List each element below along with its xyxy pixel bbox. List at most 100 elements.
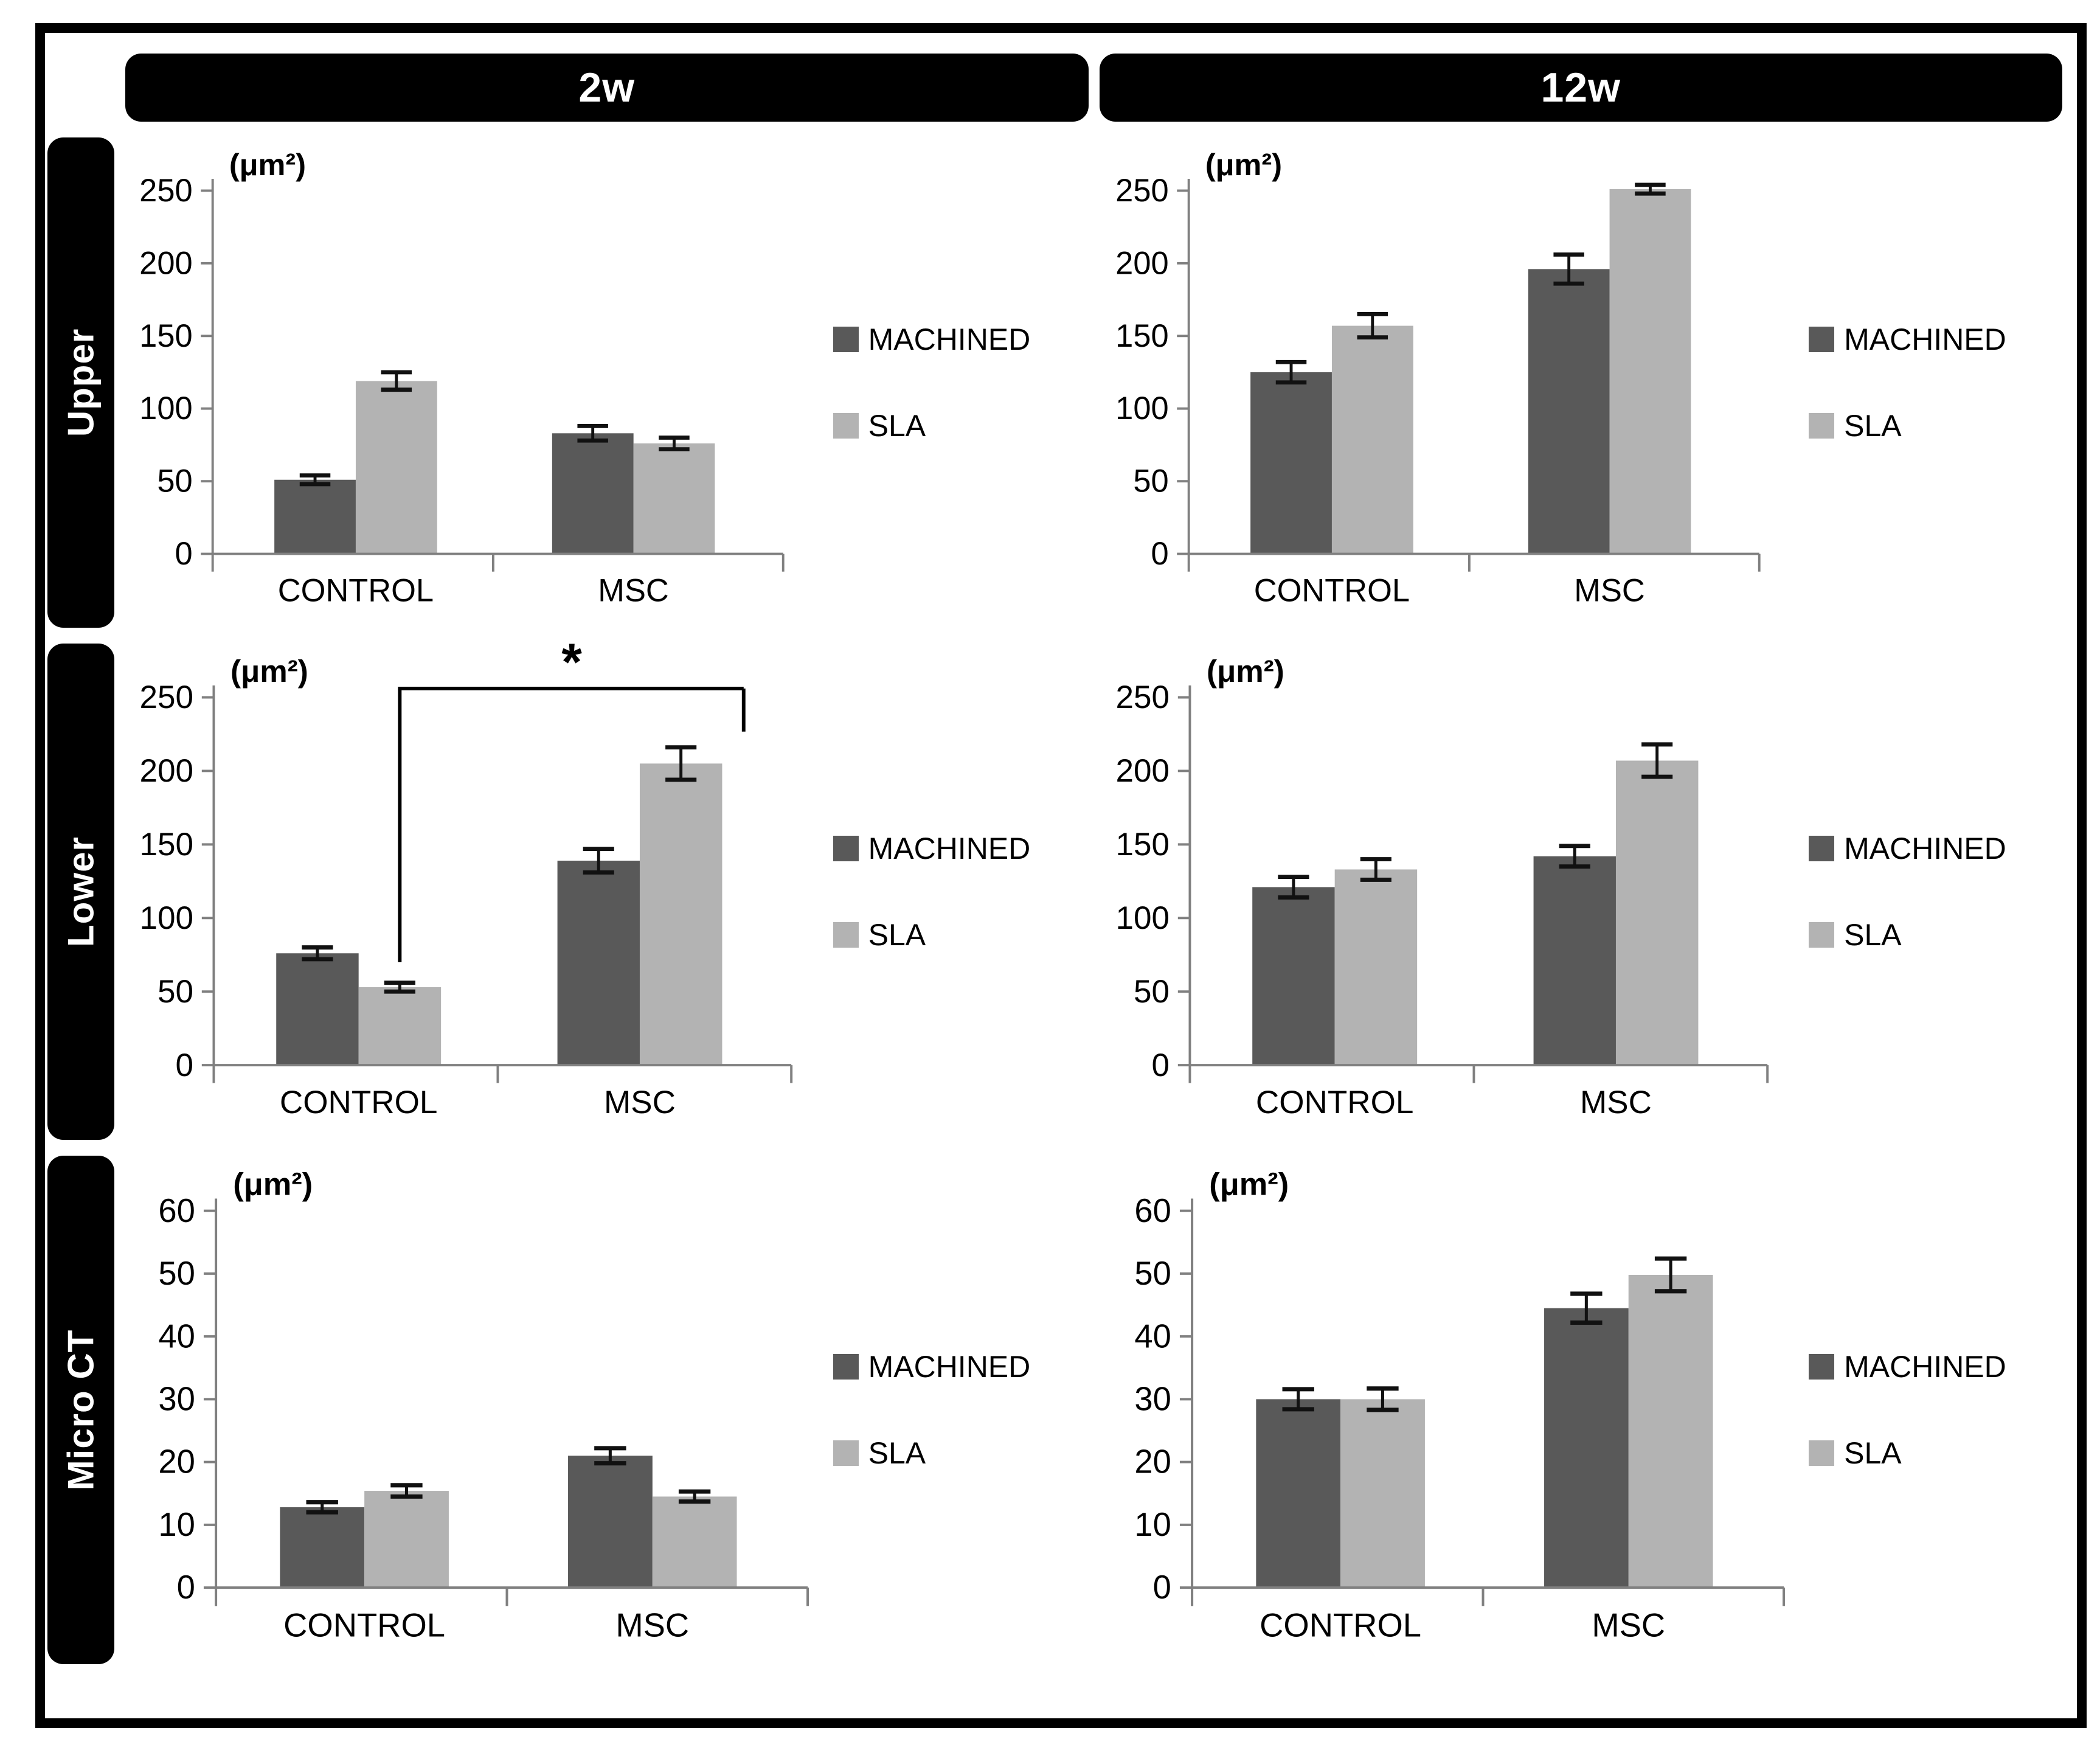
legend-swatch-sla [833,413,859,439]
svg-text:150: 150 [1115,319,1168,354]
svg-text:60: 60 [158,1192,195,1229]
svg-text:CONTROL: CONTROL [1253,573,1409,608]
svg-text:40: 40 [1134,1317,1171,1355]
svg-text:250: 250 [1115,173,1168,209]
legend-label-machined: MACHINED [1844,1350,2006,1384]
column-header-2w-label: 2w [578,64,636,111]
bar-chart-upper-2w: 0 50 100 150 200 250 (μm²) CONTROL MSC [139,147,785,608]
legend-label-machined: MACHINED [868,831,1031,866]
svg-text:CONTROL: CONTROL [1260,1607,1421,1644]
legend-entry-machined: MACHINED [1809,831,2066,866]
legend-label-machined: MACHINED [868,322,1031,356]
legend-label-sla: SLA [1844,409,1902,443]
svg-text:CONTROL: CONTROL [280,1085,438,1120]
chart-cell-microct-12w: 0 10 20 30 40 50 60 (μm²) CONTROL MSC MACHINED SL… [1100,1156,2067,1664]
svg-text:(μm²): (μm²) [1206,654,1284,689]
svg-text:30: 30 [1134,1381,1171,1418]
svg-text:MSC: MSC [615,1607,689,1644]
legend-label-machined: MACHINED [868,1350,1031,1384]
legend-lower-12w: MACHINED SLA [1805,644,2066,1140]
legend-label-sla: SLA [868,918,926,952]
legend-swatch-machined [833,836,859,861]
svg-text:0: 0 [1152,1569,1171,1606]
svg-text:(μm²): (μm²) [1205,147,1281,182]
legend-swatch-machined [1809,1354,1835,1380]
legend-swatch-sla [1809,413,1835,439]
column-header-2w: 2w [125,54,1089,122]
bar-chart-microct-12w: 0 10 20 30 40 50 60 (μm²) CONTROL MSC [1134,1167,1785,1644]
svg-text:200: 200 [1115,753,1170,789]
svg-text:MSC: MSC [1579,1085,1651,1120]
legend-label-sla: SLA [1844,918,1902,952]
legend-swatch-sla [833,1440,859,1466]
row-lower: Lower 0 50 100 150 200 250 (μm²) CONTROL MSC * MA… [47,644,2066,1140]
chart-cell-upper-2w: 0 50 100 150 200 250 (μm²) CONTROL MSC MACHINED … [124,137,1090,628]
svg-text:MSC: MSC [604,1085,676,1120]
svg-text:0: 0 [175,536,192,572]
legend-entry-machined: MACHINED [1809,322,2066,357]
legend-label-machined: MACHINED [1844,322,2006,356]
svg-text:150: 150 [1115,827,1170,863]
svg-text:20: 20 [158,1443,195,1480]
svg-text:MSC: MSC [1574,573,1645,608]
svg-text:0: 0 [176,1047,194,1083]
legend-entry-machined: MACHINED [833,1349,1090,1384]
bar-chart-upper-12w: 0 50 100 150 200 250 (μm²) CONTROL MSC [1115,147,1761,608]
svg-text:(μm²): (μm²) [233,1167,313,1202]
svg-text:CONTROL: CONTROL [283,1607,445,1644]
svg-text:250: 250 [1115,679,1170,715]
svg-text:250: 250 [139,679,193,715]
legend-entry-sla: SLA [1809,917,2066,953]
bar-chart-lower-12w: 0 50 100 150 200 250 (μm²) CONTROL MSC [1115,654,1769,1120]
svg-text:150: 150 [139,319,192,354]
legend-entry-sla: SLA [1809,408,2066,443]
legend-entry-sla: SLA [833,917,1090,953]
svg-text:MSC: MSC [598,573,669,608]
legend-upper-12w: MACHINED SLA [1805,137,2066,628]
svg-text:50: 50 [158,1255,195,1292]
svg-text:CONTROL: CONTROL [278,573,434,608]
legend-swatch-machined [833,327,859,352]
legend-swatch-sla [833,922,859,948]
legend-swatch-machined [1809,327,1835,352]
svg-text:50: 50 [1134,1255,1171,1292]
legend-upper-2w: MACHINED SLA [830,137,1090,628]
svg-text:*: * [561,644,582,692]
legend-swatch-machined [833,1354,859,1380]
row-label-microct: Micro CT [47,1156,114,1664]
legend-label-machined: MACHINED [1844,831,2006,866]
svg-text:200: 200 [139,753,193,789]
legend-microct-12w: MACHINED SLA [1805,1156,2066,1664]
legend-label-sla: SLA [868,1436,926,1470]
legend-swatch-machined [1809,836,1835,861]
legend-entry-machined: MACHINED [833,831,1090,866]
column-header-12w: 12w [1099,54,2062,122]
svg-text:CONTROL: CONTROL [1255,1085,1413,1120]
row-label-upper: Upper [47,137,114,628]
legend-entry-machined: MACHINED [833,322,1090,357]
svg-text:(μm²): (μm²) [1209,1167,1289,1202]
row-label-lower: Lower [47,644,114,1140]
svg-text:100: 100 [139,900,193,936]
legend-microct-2w: MACHINED SLA [830,1156,1090,1664]
legend-label-sla: SLA [1844,1436,1902,1470]
svg-text:100: 100 [1115,391,1168,426]
svg-text:50: 50 [158,974,193,1010]
svg-text:10: 10 [1134,1506,1171,1543]
svg-text:10: 10 [158,1506,195,1543]
chart-cell-upper-12w: 0 50 100 150 200 250 (μm²) CONTROL MSC MACHINED … [1100,137,2067,628]
bar-chart-microct-2w: 0 10 20 30 40 50 60 (μm²) CONTROL MSC [158,1167,809,1644]
svg-text:40: 40 [158,1317,195,1355]
row-label-microct-text: Micro CT [60,1329,102,1491]
chart-cell-lower-2w: 0 50 100 150 200 250 (μm²) CONTROL MSC * MACHINED… [124,644,1090,1140]
svg-text:MSC: MSC [1592,1607,1665,1644]
svg-text:60: 60 [1134,1192,1171,1229]
legend-label-sla: SLA [868,409,926,443]
svg-text:30: 30 [158,1381,195,1418]
svg-text:50: 50 [1133,974,1169,1010]
row-upper: Upper 0 50 100 150 200 250 (μm²) CONTROL MSC MAC… [47,137,2066,628]
svg-text:100: 100 [139,391,192,426]
chart-cell-microct-2w: 0 10 20 30 40 50 60 (μm²) CONTROL MSC MACHINED SL… [124,1156,1090,1664]
legend-lower-2w: MACHINED SLA [830,644,1090,1140]
row-label-lower-text: Lower [60,836,102,947]
